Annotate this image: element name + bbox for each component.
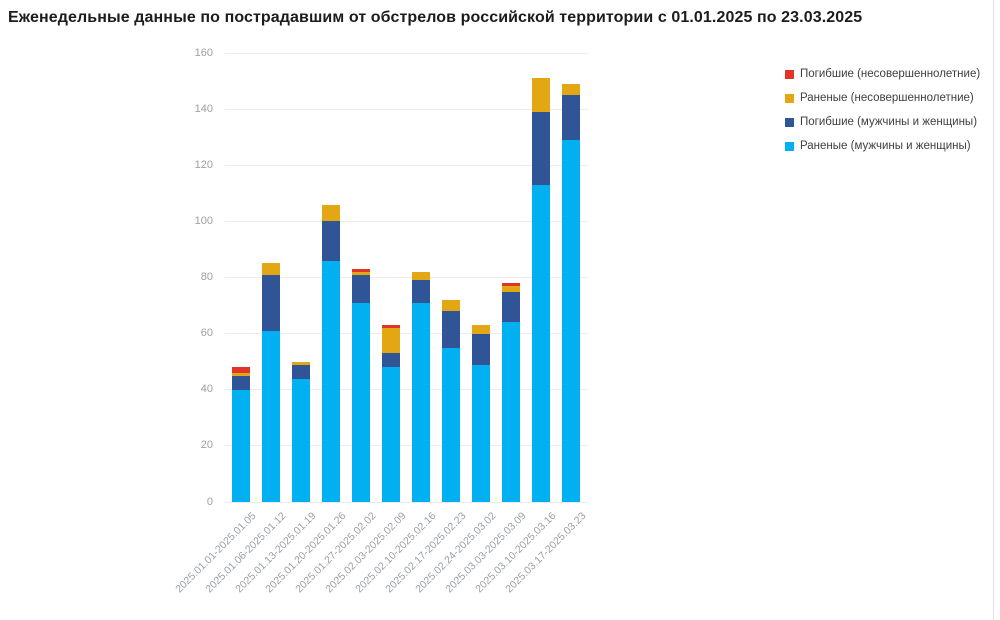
gridline-y-140: [225, 108, 588, 110]
page-right-border: [993, 0, 994, 620]
bar-segment: [382, 353, 400, 368]
bar-segment: [232, 389, 250, 502]
bar-segment: [562, 83, 580, 96]
bar-2025.01.27-2025.02.02: [352, 53, 370, 502]
bar-2025.02.10-2025.02.16: [412, 53, 430, 502]
bar-segment: [232, 372, 250, 376]
y-tick-label-120: 120: [194, 158, 213, 171]
bar-segment: [472, 325, 490, 334]
bar-segment: [352, 302, 370, 502]
gridline-y-80: [225, 277, 588, 278]
legend-swatch-icon: [785, 69, 794, 79]
bar-segment: [352, 269, 370, 272]
bar-2025.03.10-2025.03.16: [532, 53, 550, 502]
gridline-y-160: [225, 52, 588, 54]
bar-segment: [562, 140, 580, 502]
bar-2025.02.17-2025.02.23: [442, 53, 460, 502]
bar-segment: [382, 325, 400, 329]
bar-segment: [502, 283, 520, 286]
bar-segment: [502, 291, 520, 323]
bar-segment: [232, 375, 250, 390]
bar-segment: [532, 111, 550, 185]
legend-swatch-icon: [785, 141, 794, 151]
bar-segment: [412, 280, 430, 303]
bar-segment: [352, 271, 370, 275]
bar-2025.02.24-2025.03.02: [472, 53, 490, 502]
gridline-y-60: [225, 333, 588, 335]
bar-2025.02.03-2025.02.09: [382, 53, 400, 502]
bar-2025.01.13-2025.01.19: [292, 53, 310, 502]
y-tick-label-20: 20: [200, 439, 213, 452]
bar-segment: [442, 299, 460, 312]
bar-2025.03.03-2025.03.09: [502, 53, 520, 502]
bar-segment: [292, 378, 310, 502]
y-tick-label-60: 60: [200, 327, 213, 340]
bar-segment: [472, 333, 490, 365]
gridline-y-120: [225, 164, 588, 166]
bar-segment: [382, 367, 400, 502]
legend-item-label: Раненые (несовершеннолетние): [800, 92, 974, 104]
bar-segment: [262, 330, 280, 502]
y-tick-label-40: 40: [200, 383, 213, 396]
bar-segment: [532, 184, 550, 502]
bar-segment: [472, 364, 490, 502]
legend: Погибшие (несовершеннолетние) Раненые (не…: [785, 62, 980, 158]
bar-segment: [502, 285, 520, 292]
bar-segment: [352, 274, 370, 303]
bar-segment: [262, 263, 280, 275]
gridline-y-100: [225, 220, 588, 222]
bar-segment: [322, 260, 340, 502]
y-tick-label-0: 0: [206, 495, 213, 508]
bar-segment: [322, 204, 340, 222]
bar-2025.01.06-2025.01.12: [262, 53, 280, 502]
bar-segment: [412, 302, 430, 502]
bar-segment: [232, 367, 250, 373]
bar-segment: [442, 347, 460, 502]
bar-2025.03.17-2025.03.23: [562, 53, 580, 502]
bar-2025.01.01-2025.01.05: [232, 53, 250, 502]
legend-item-0: Погибшие (несовершеннолетние): [785, 62, 980, 86]
gridline-y-20: [225, 445, 588, 447]
legend-item-label: Погибшие (несовершеннолетние): [800, 68, 981, 80]
legend-item-1: Раненые (несовершеннолетние): [785, 86, 980, 110]
y-tick-label-160: 160: [194, 46, 213, 59]
plot-area: 0 20 40 60 80 100 120 140 160 2025.01.01-2025.01.…: [173, 47, 588, 596]
bar-segment: [442, 311, 460, 348]
legend-item-3: Раненые (мужчины и женщины): [785, 134, 980, 158]
legend-item-label: Раненые (мужчины и женщины): [800, 140, 971, 152]
y-tick-label-80: 80: [200, 271, 213, 283]
y-tick-label-140: 140: [194, 102, 213, 115]
bar-2025.01.20-2025.01.26: [322, 53, 340, 502]
legend-item-2: Погибшие (мужчины и женщины): [785, 110, 980, 134]
bar-segment: [562, 95, 580, 140]
legend-item-label: Погибшие (мужчины и женщины): [800, 116, 978, 128]
bar-segment: [532, 78, 550, 112]
gridline-y-40: [225, 389, 588, 391]
bar-segment: [292, 364, 310, 379]
chart-title: Еженедельные данные по пострадавшим от о…: [8, 9, 863, 26]
bar-segment: [322, 221, 340, 261]
legend-swatch-icon: [785, 117, 794, 127]
legend-swatch-icon: [785, 93, 794, 103]
y-tick-label-100: 100: [194, 214, 213, 227]
bar-segment: [412, 271, 430, 281]
bar-segment: [382, 328, 400, 354]
bar-segment: [262, 274, 280, 331]
bar-segment: [502, 322, 520, 502]
gridline-y-0: [225, 501, 588, 503]
bar-segment: [292, 361, 310, 365]
